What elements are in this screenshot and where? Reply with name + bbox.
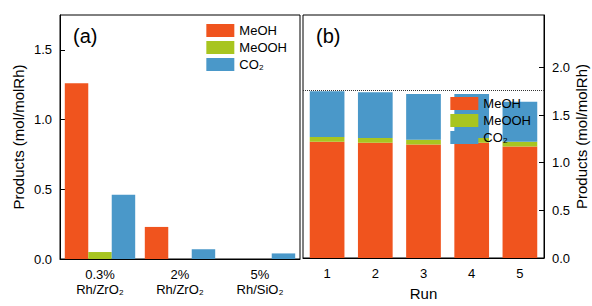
svg-text:MeOOH: MeOOH	[239, 40, 287, 55]
svg-text:(b): (b)	[316, 25, 340, 47]
svg-text:CO₂: CO₂	[483, 130, 508, 145]
svg-text:3: 3	[420, 266, 427, 281]
svg-text:MeOOH: MeOOH	[483, 113, 531, 128]
svg-text:CO₂: CO₂	[239, 57, 264, 72]
svg-text:MeOH: MeOH	[483, 96, 521, 111]
svg-text:0.0: 0.0	[34, 252, 52, 267]
svg-text:Rh/ZrO₂: Rh/ZrO₂	[76, 282, 124, 297]
svg-text:2.0: 2.0	[552, 60, 570, 75]
svg-text:1.5: 1.5	[552, 108, 570, 123]
svg-text:MeOH: MeOH	[239, 23, 277, 38]
svg-text:Products (mol/molRh): Products (mol/molRh)	[573, 64, 590, 209]
svg-text:0.0: 0.0	[552, 251, 570, 266]
svg-text:1: 1	[323, 266, 330, 281]
svg-text:2: 2	[372, 266, 379, 281]
svg-text:2%: 2%	[171, 267, 190, 282]
svg-text:0.5: 0.5	[552, 203, 570, 218]
svg-text:Rh/ZrO₂: Rh/ZrO₂	[156, 282, 204, 297]
svg-text:Rh/SiO₂: Rh/SiO₂	[237, 282, 284, 297]
svg-text:Run: Run	[410, 285, 438, 302]
svg-text:1.5: 1.5	[34, 42, 52, 57]
svg-text:1.0: 1.0	[34, 112, 52, 127]
svg-text:(a): (a)	[73, 25, 97, 47]
svg-text:1.0: 1.0	[552, 155, 570, 170]
svg-text:5: 5	[516, 266, 523, 281]
svg-text:5%: 5%	[251, 267, 270, 282]
svg-text:0.3%: 0.3%	[85, 267, 115, 282]
svg-text:Products (mol/molRh): Products (mol/molRh)	[10, 64, 27, 209]
svg-text:4: 4	[468, 266, 475, 281]
svg-text:0.5: 0.5	[34, 182, 52, 197]
